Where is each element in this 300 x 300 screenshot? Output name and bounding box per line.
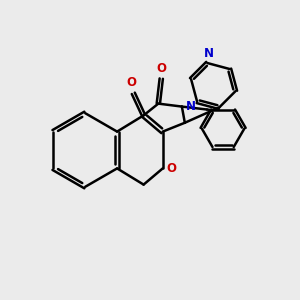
Text: N: N <box>185 100 195 113</box>
Text: O: O <box>167 162 177 175</box>
Text: O: O <box>127 76 137 89</box>
Text: O: O <box>156 62 166 75</box>
Text: N: N <box>204 46 214 59</box>
